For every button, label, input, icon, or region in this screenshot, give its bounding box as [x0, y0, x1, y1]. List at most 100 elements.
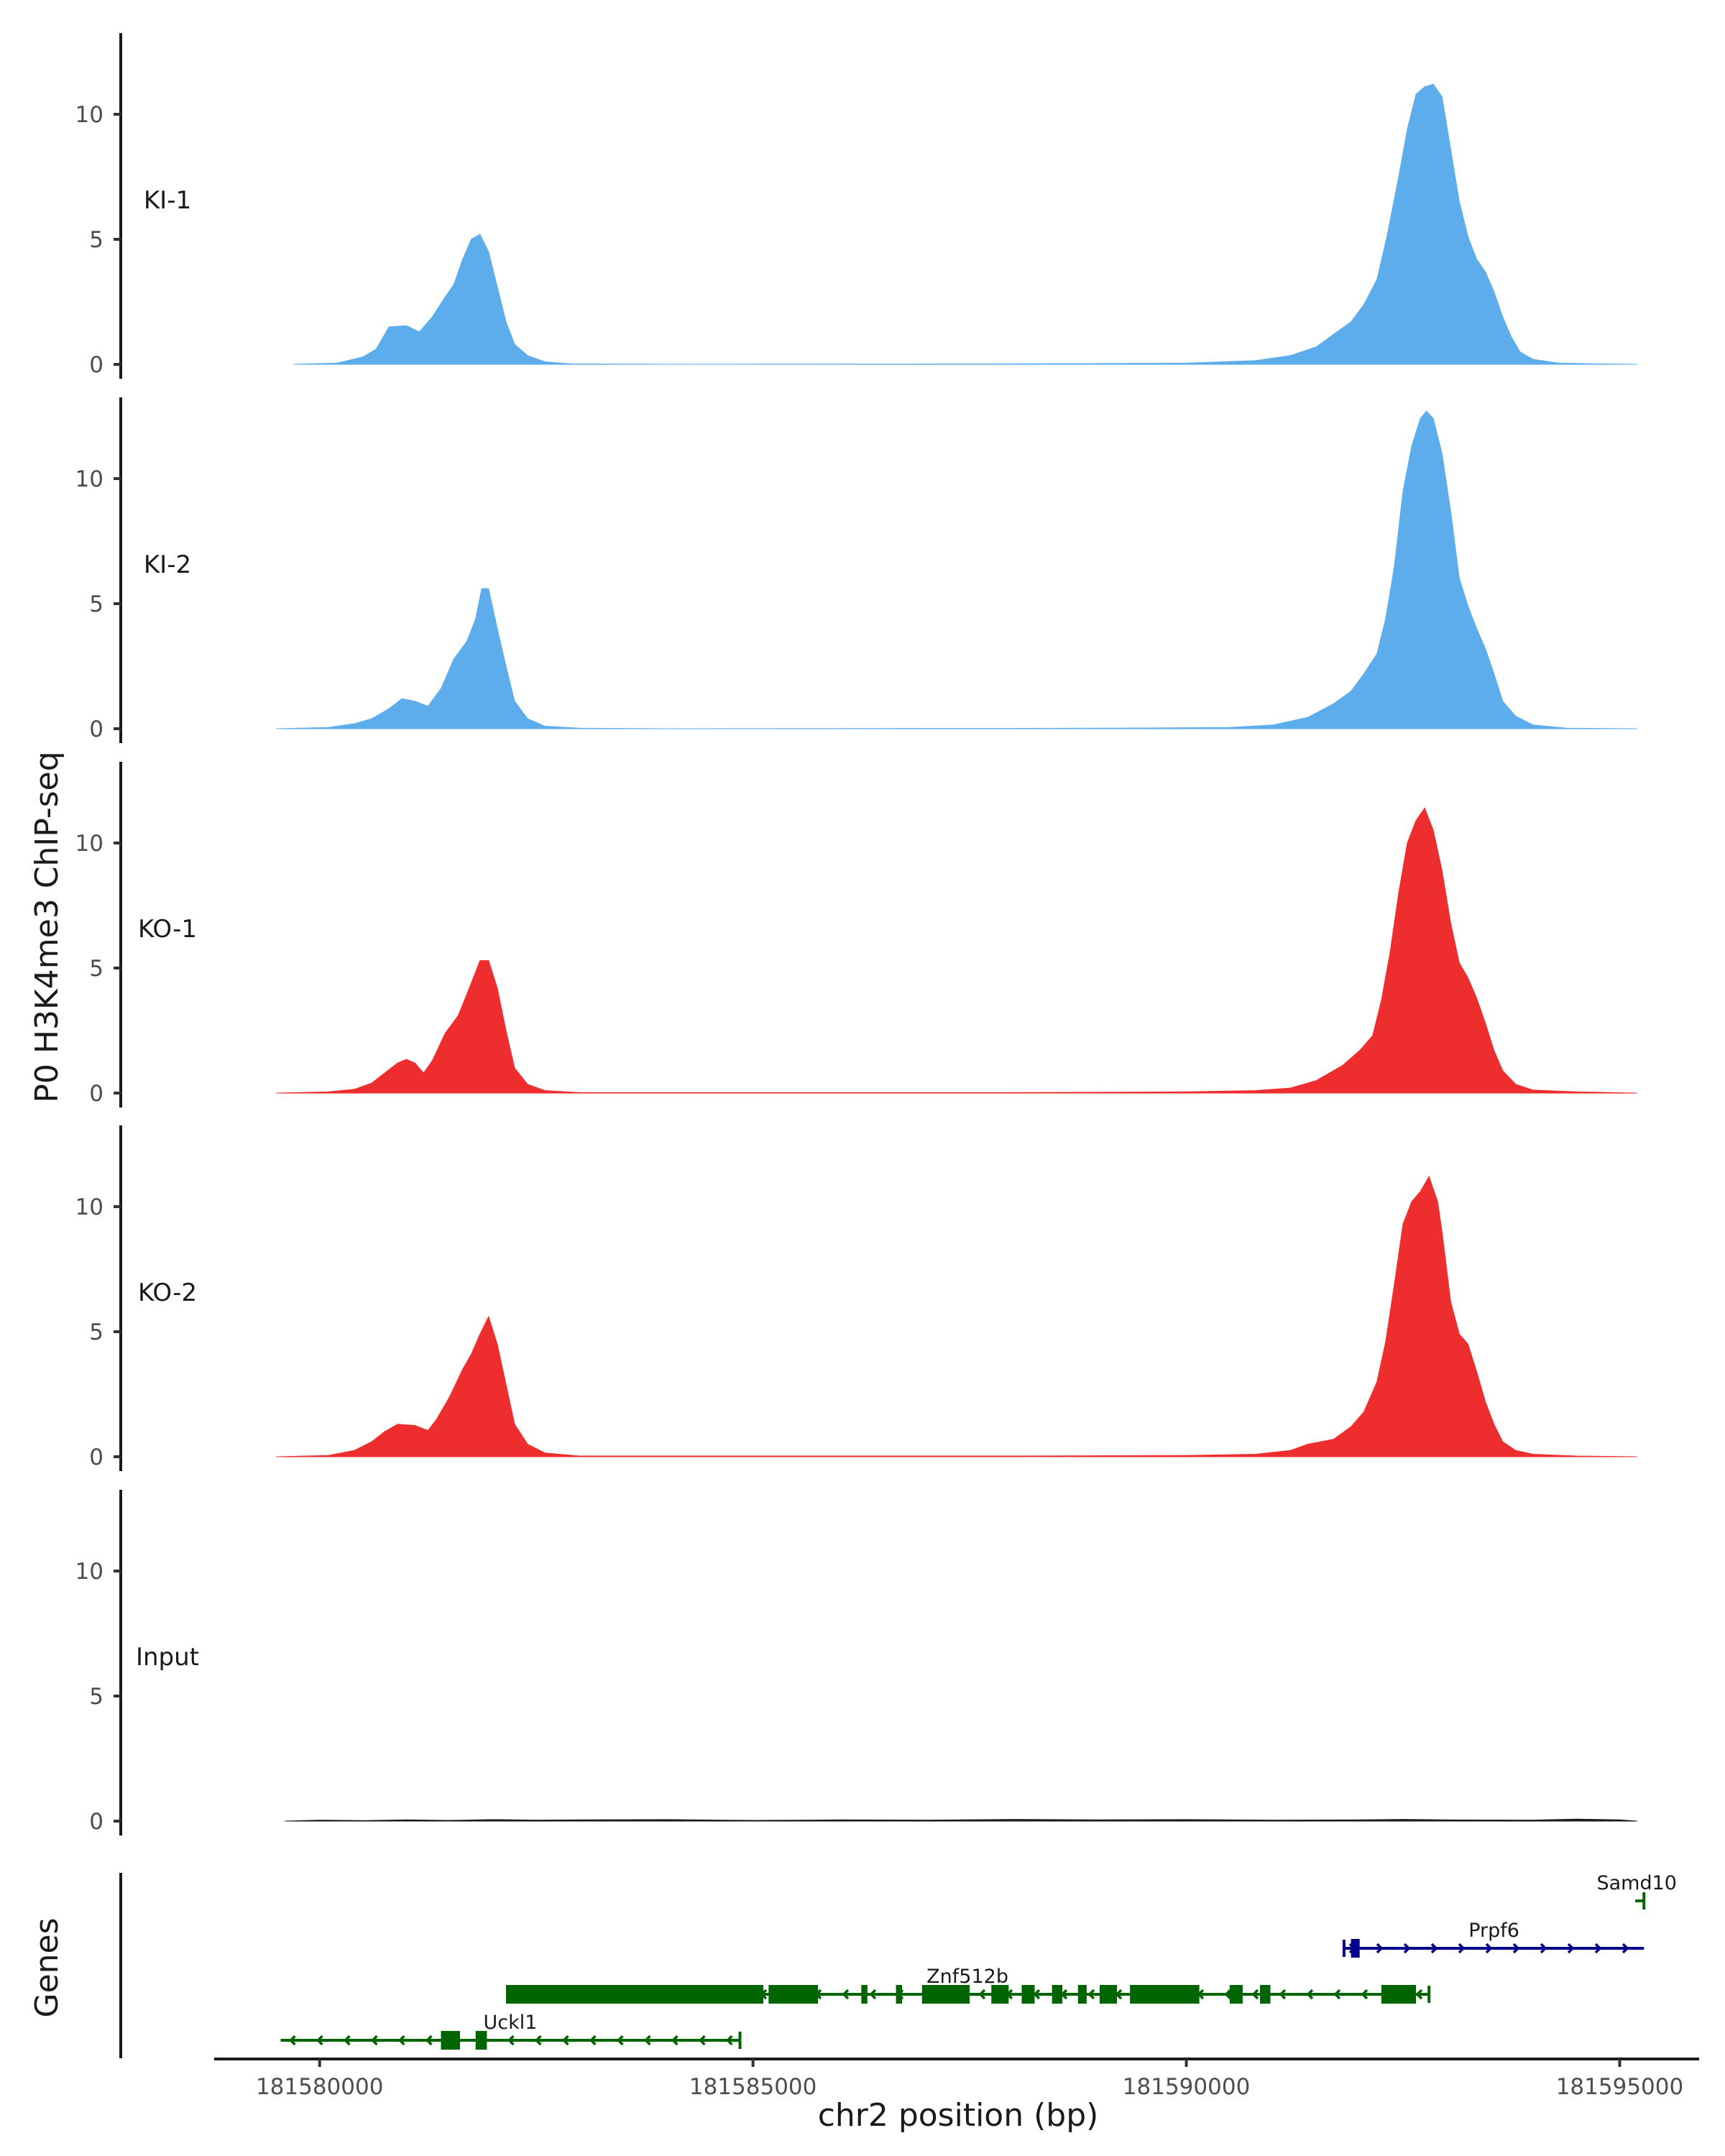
strand-arrow — [616, 2035, 624, 2046]
x-tick-label: 181590000 — [1123, 2074, 1251, 2100]
track-label: Input — [136, 1643, 199, 1672]
exon-block — [1229, 1985, 1243, 2004]
y-tick-label: 10 — [75, 1559, 104, 1585]
strand-arrow — [1087, 1989, 1095, 2000]
strand-arrow — [1540, 1943, 1547, 1954]
exon-block — [896, 1985, 903, 2004]
track-ko-1: 0 5 10 KO-1 — [75, 762, 1637, 1107]
exon-block — [921, 1985, 970, 2004]
strand-arrow — [1567, 1943, 1575, 1954]
strand-arrow — [1458, 1943, 1466, 1954]
strand-arrow — [869, 1989, 877, 2000]
strand-arrow — [1279, 1989, 1287, 2000]
gene-znf512b: Znf512b — [505, 1966, 1431, 2004]
exon-block — [1381, 1985, 1417, 2004]
strand-arrow — [1224, 1989, 1232, 2000]
y-tick-label: 5 — [89, 956, 104, 982]
genes-axis-title: Genes — [29, 1917, 65, 2017]
coverage-area — [285, 1818, 1637, 1822]
coverage-area — [293, 83, 1637, 365]
gene-name-label: Samd10 — [1596, 1872, 1676, 1894]
strand-arrow — [1306, 1989, 1314, 2000]
exon-block — [991, 1985, 1009, 2004]
strand-arrow — [1622, 1943, 1629, 1954]
track-ko-2: 0 5 10 KO-2 — [75, 1125, 1637, 1471]
strand-arrow — [1403, 1943, 1411, 1954]
track-ki-1: 0 5 10 KI-1 — [75, 33, 1637, 379]
y-tick-label: 5 — [89, 227, 104, 253]
track-label: KI-2 — [144, 550, 191, 579]
exon-block — [1351, 1939, 1360, 1958]
strand-arrow — [698, 2035, 706, 2046]
x-tick-label: 181580000 — [256, 2074, 384, 2100]
exon-block — [768, 1985, 819, 2004]
gene-samd10: Samd10 — [1596, 1872, 1677, 1909]
strand-arrow — [1415, 1989, 1423, 2000]
strand-arrow — [316, 2035, 323, 2046]
y-tick-label: 0 — [89, 1809, 104, 1835]
y-tick-label: 0 — [89, 717, 104, 742]
y-tick-label: 10 — [75, 1194, 104, 1220]
coverage-area — [276, 1176, 1637, 1457]
strand-arrow — [534, 2035, 542, 2046]
y-tick-label: 10 — [75, 466, 104, 492]
x-axis-title: chr2 position (bp) — [818, 2097, 1099, 2134]
track-label: KO-2 — [138, 1279, 197, 1307]
strand-arrow — [370, 2035, 378, 2046]
exon-block — [1130, 1985, 1200, 2004]
strand-arrow — [425, 2035, 433, 2046]
coverage-tracks: 0 5 10 KI-1 0 5 10 KI-2 0 5 10 KO-1 0 5 10 KO-2 0 5 10 Inpu… — [75, 33, 1637, 1835]
x-tick-label: 181585000 — [689, 2074, 817, 2100]
exon-block — [1260, 1985, 1271, 2004]
strand-arrow — [1512, 1943, 1520, 1954]
strand-arrow — [288, 2035, 296, 2046]
gene-name-label: Prpf6 — [1468, 1920, 1519, 1942]
strand-arrow — [1594, 1943, 1602, 1954]
strand-arrow — [1251, 1989, 1259, 2000]
y-tick-label: 5 — [89, 1684, 104, 1710]
strand-arrow — [1033, 1989, 1041, 2000]
gene-name-label: Znf512b — [926, 1966, 1008, 1988]
strand-arrow — [343, 2035, 351, 2046]
exon-block — [505, 1985, 764, 2004]
y-axis-title: P0 H3K4me3 ChIP-seq — [29, 751, 65, 1102]
strand-arrow — [1485, 1943, 1493, 1954]
strand-arrow — [842, 1989, 850, 2000]
y-tick-label: 0 — [89, 1445, 104, 1470]
exon-block — [441, 2031, 461, 2050]
track-ki-2: 0 5 10 KI-2 — [75, 397, 1637, 743]
strand-arrow — [561, 2035, 569, 2046]
y-tick-label: 5 — [89, 1319, 104, 1345]
coverage-area — [276, 807, 1637, 1094]
y-tick-label: 10 — [75, 102, 104, 128]
strand-arrow — [978, 1989, 986, 2000]
track-input: 0 5 10 Input — [75, 1490, 1637, 1835]
track-label: KO-1 — [138, 915, 197, 944]
y-tick-label: 10 — [75, 831, 104, 857]
strand-arrow — [1361, 1989, 1368, 2000]
strand-arrow — [725, 2035, 733, 2046]
strand-arrow — [397, 2035, 405, 2046]
y-tick-label: 0 — [89, 1081, 104, 1107]
exon-block — [1099, 1985, 1118, 2004]
strand-arrow — [1430, 1943, 1438, 1954]
strand-arrow — [1333, 1989, 1341, 2000]
strand-arrow — [589, 2035, 597, 2046]
gene-prpf6: Prpf6 — [1343, 1920, 1644, 1958]
gene-uckl1: Uckl1 — [280, 2012, 742, 2050]
gene-annotation-panel: Samd10 Prpf6 Znf512b Uckl1 — [119, 1872, 1677, 2058]
exon-block — [1077, 1985, 1087, 2004]
y-tick-label: 5 — [89, 591, 104, 617]
track-label: KI-1 — [144, 186, 191, 215]
exon-block — [861, 1985, 868, 2004]
coverage-area — [276, 410, 1637, 729]
x-tick-label: 181595000 — [1556, 2074, 1684, 2100]
strand-arrow — [671, 2035, 678, 2046]
exon-block — [1052, 1985, 1063, 2004]
x-axis: 181580000 181585000 181590000 181595000 — [214, 2058, 1699, 2100]
exon-block — [475, 2031, 487, 2050]
y-tick-label: 0 — [89, 352, 104, 378]
exon-block — [1021, 1985, 1035, 2004]
strand-arrow — [507, 2035, 515, 2046]
